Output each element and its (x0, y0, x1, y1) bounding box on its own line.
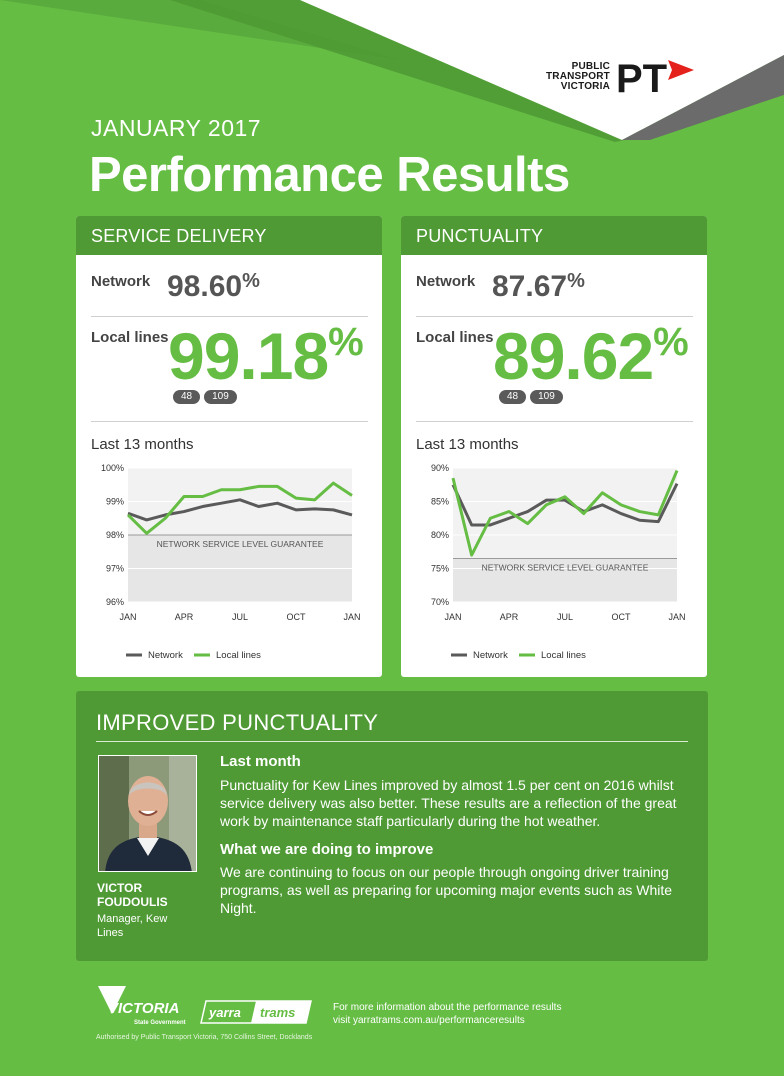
local-lines-value: 99.18% (168, 319, 364, 393)
network-value: 98.60% (167, 270, 260, 303)
y-tick-label: 96% (106, 597, 124, 607)
route-badges: 48 109 (173, 390, 237, 404)
legend-label: Local lines (216, 650, 261, 661)
svg-text:trams: trams (260, 1005, 295, 1020)
chart-guarantee-band (453, 558, 677, 602)
x-tick-label: APR (175, 612, 194, 622)
victoria-government-logo[interactable]: VICTORIA State Government (96, 984, 186, 1026)
y-tick-label: 99% (106, 497, 124, 507)
pt-mark-icon: PT (616, 57, 694, 100)
footer: VICTORIA State Government yarra trams Fo… (0, 975, 784, 1075)
person-name: VICTOR FOUDOULIS (97, 881, 168, 909)
y-tick-label: 98% (106, 530, 124, 540)
route-badges: 48 109 (499, 390, 563, 404)
x-tick-label: JAN (444, 612, 461, 622)
ptv-logo-line-2: TRANSPORT (545, 71, 610, 82)
route-badge: 109 (204, 390, 237, 404)
x-tick-label: JUL (557, 612, 573, 622)
local-lines-value: 89.62% (493, 319, 689, 393)
person-role: Manager, Kew Lines (97, 913, 168, 939)
authorisation-text: Authorised by Public Transport Victoria,… (96, 1034, 313, 1041)
divider (91, 316, 368, 317)
y-tick-label: 70% (431, 597, 449, 607)
more-info-line: For more information about the performan… (333, 1002, 562, 1013)
improved-punctuality-section: IMPROVED PUNCTUALITY VICTOR FOUDOULIS Ma… (76, 691, 708, 961)
chart-title: Last 13 months (91, 436, 194, 453)
service-delivery-heading: SERVICE DELIVERY (76, 216, 382, 255)
network-label: Network (91, 273, 151, 290)
route-badge: 48 (499, 390, 527, 404)
divider (96, 741, 688, 742)
x-tick-label: OCT (612, 612, 632, 622)
last-month-heading: Last month (220, 753, 301, 770)
svg-text:PT: PT (616, 57, 667, 100)
page-title: Performance Results (89, 148, 570, 202)
punctuality-heading: PUNCTUALITY (401, 216, 707, 255)
more-info-url-line: visit yarratrams.com.au/performanceresul… (333, 1015, 525, 1026)
y-tick-label: 100% (101, 463, 124, 473)
service-delivery-chart: 100% 99% 98% 97% 96% NETWORK SERVICE LEVEL GU… (101, 463, 361, 661)
punctuality-chart: 90% 85% 80% 75% 70% NETWORK SERVICE LEVEL GUA… (431, 463, 686, 661)
local-lines-series-line (126, 481, 353, 535)
punctuality-panel: PUNCTUALITY Network 87.67% Local lines 8… (401, 216, 707, 677)
divider (91, 421, 368, 422)
network-series-line (451, 482, 679, 527)
y-tick-label: 97% (106, 564, 124, 574)
legend-label: Network (148, 650, 183, 661)
legend-label: Local lines (541, 650, 586, 661)
x-tick-label: JUL (232, 612, 248, 622)
divider (416, 421, 693, 422)
x-tick-label: JAN (668, 612, 685, 622)
portrait-image (99, 756, 196, 871)
y-tick-label: 90% (431, 463, 449, 473)
network-series-line (127, 498, 353, 522)
report-month: JANUARY 2017 (91, 115, 262, 141)
service-delivery-panel: SERVICE DELIVERY Network 98.60% Local li… (76, 216, 382, 677)
y-tick-label: 80% (431, 530, 449, 540)
last-month-text: Punctuality for Kew Lines improved by al… (220, 777, 677, 829)
x-tick-label: APR (500, 612, 519, 622)
section-heading: IMPROVED PUNCTUALITY (96, 710, 379, 735)
route-badge: 109 (530, 390, 563, 404)
network-label: Network (416, 273, 476, 290)
person-photo (98, 755, 197, 872)
ptv-logo[interactable]: PUBLIC TRANSPORT VICTORIA PT (545, 54, 696, 100)
improve-heading: What we are doing to improve (220, 841, 434, 858)
network-value: 87.67% (492, 270, 585, 303)
divider (416, 316, 693, 317)
chart-upper-band (453, 468, 677, 559)
svg-text:yarra: yarra (208, 1005, 241, 1020)
more-info: For more information about the performan… (333, 1001, 561, 1027)
local-lines-label: Local lines (416, 329, 494, 346)
yarra-trams-logo[interactable]: yarra trams (200, 1000, 312, 1024)
guarantee-label: NETWORK SERVICE LEVEL GUARANTEE (157, 539, 324, 549)
chart-title: Last 13 months (416, 436, 519, 453)
svg-text:State Government: State Government (134, 1020, 186, 1026)
svg-text:VICTORIA: VICTORIA (108, 1000, 179, 1017)
ptv-logo-line-1: PUBLIC (571, 61, 610, 72)
route-badge: 48 (173, 390, 201, 404)
local-lines-series-line (451, 469, 679, 557)
ptv-logo-line-3: VICTORIA (560, 81, 610, 92)
y-tick-label: 85% (431, 497, 449, 507)
guarantee-label: NETWORK SERVICE LEVEL GUARANTEE (482, 562, 649, 572)
local-lines-label: Local lines (91, 329, 169, 346)
x-tick-label: OCT (287, 612, 307, 622)
legend-label: Network (473, 650, 508, 661)
x-tick-label: JAN (119, 612, 136, 622)
performance-results-link[interactable]: yarratrams.com.au/performanceresults (353, 1015, 525, 1026)
improve-text: We are continuing to focus on our people… (220, 864, 673, 916)
x-tick-label: JAN (343, 612, 360, 622)
header-graphic (0, 0, 784, 145)
y-tick-label: 75% (431, 564, 449, 574)
